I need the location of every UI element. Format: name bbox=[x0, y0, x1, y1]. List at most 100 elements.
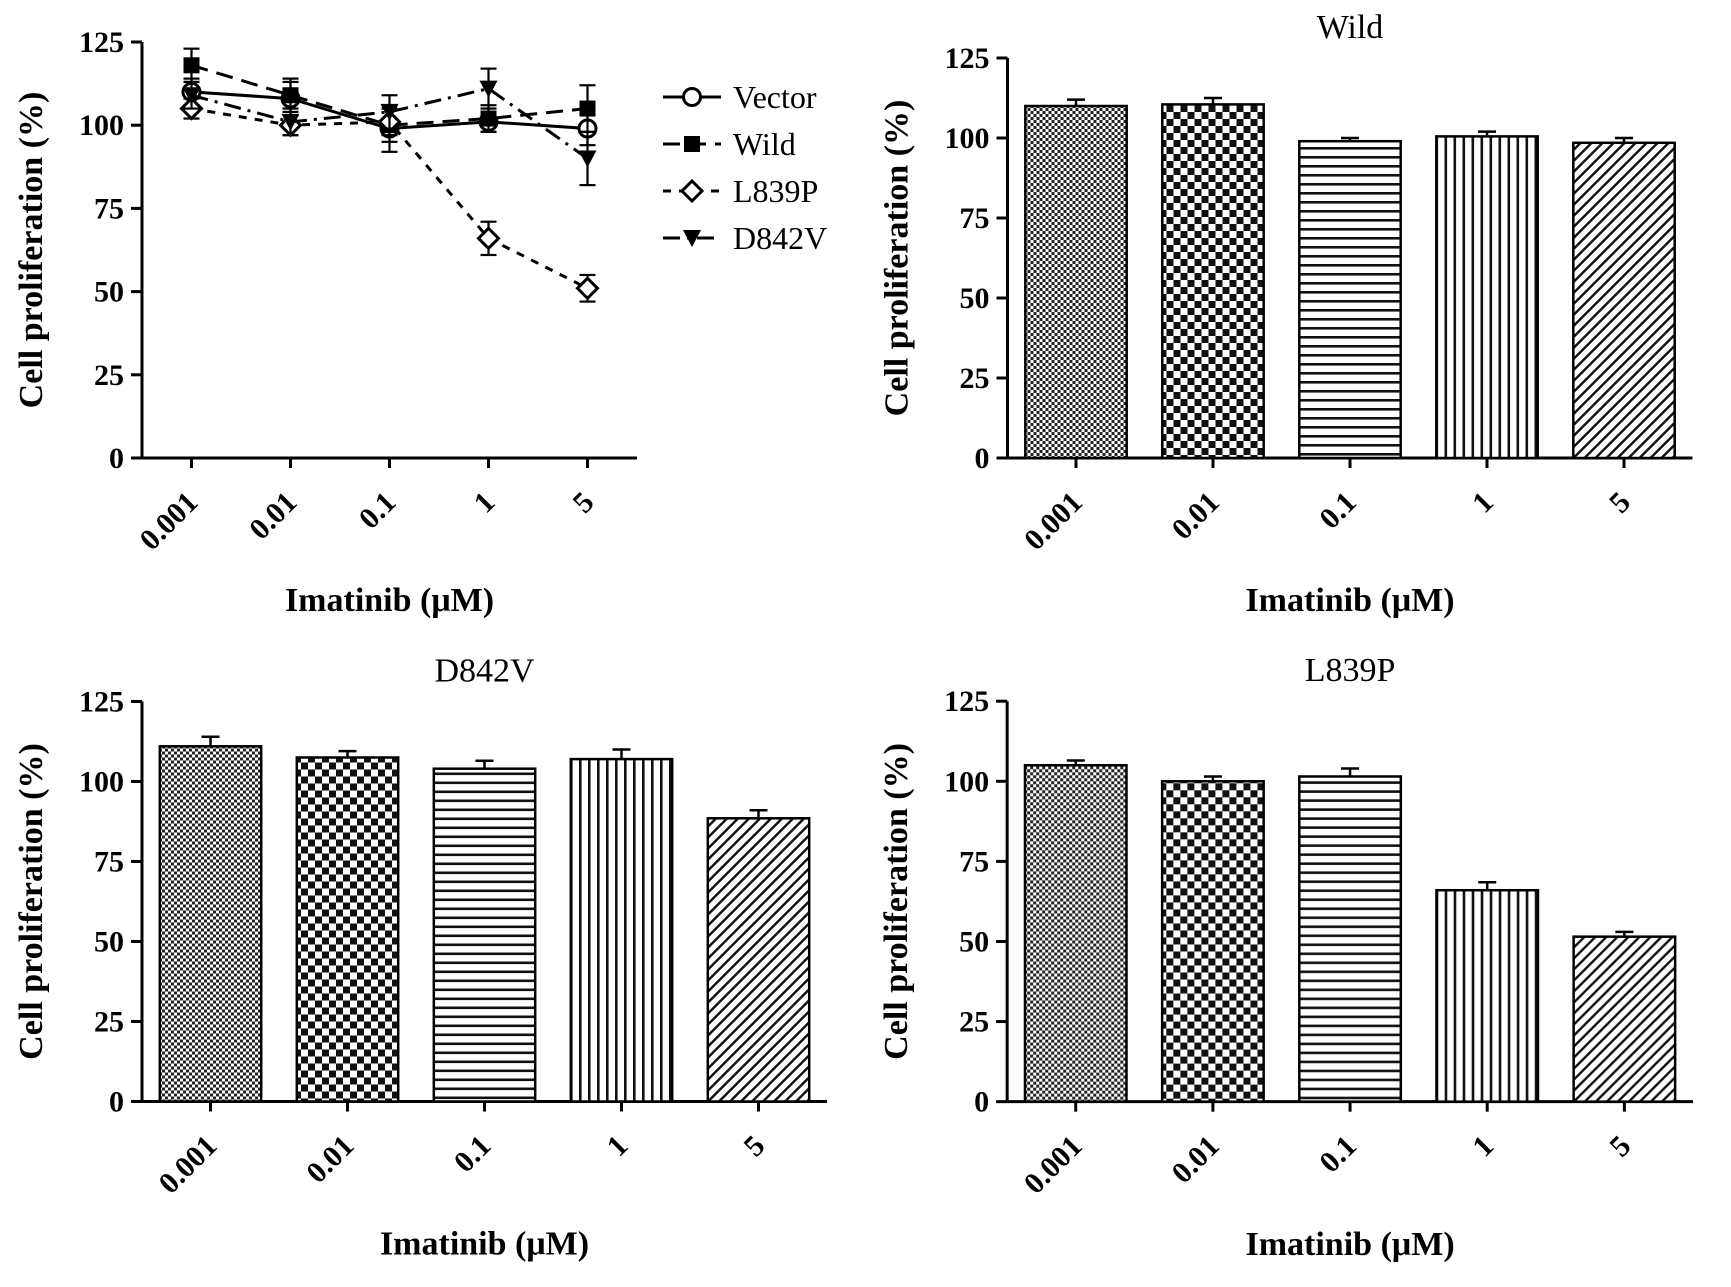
y-tick-label: 25 bbox=[959, 1006, 989, 1039]
marker-square-filled bbox=[282, 87, 299, 104]
x-axis-label: Imatinib (μM) bbox=[1245, 1226, 1454, 1263]
legend-entry-Vector: Vector bbox=[663, 79, 817, 115]
x-axis-label: Imatinib (μM) bbox=[285, 582, 494, 619]
y-axis-label: Cell proliferation (%) bbox=[13, 92, 50, 409]
panel-line-chart: 0 25 50 75 100 125 0.001 0.01 0.1 1 5 Imatinib (μM)… bbox=[0, 0, 865, 643]
legend-label: Vector bbox=[733, 79, 817, 115]
bar-wild-0.01 bbox=[1161, 103, 1265, 460]
series-line-Wild bbox=[191, 63, 588, 127]
marker-diamond-open bbox=[679, 178, 705, 204]
y-axis-label: Cell proliferation (%) bbox=[879, 100, 916, 417]
x-tick-label: 5 bbox=[1603, 486, 1637, 520]
bar-d842v-0.1 bbox=[432, 767, 537, 1103]
bar-d842v-5 bbox=[706, 817, 811, 1103]
bar-chart-l839p: 0 25 50 75 100 125 0.001 0.01 0.1 1 5 Imatinib (μM)… bbox=[878, 652, 1693, 1263]
y-tick-label: 75 bbox=[94, 846, 124, 879]
y-tick-label: 125 bbox=[945, 42, 990, 75]
marker-triangle-down-filled bbox=[683, 230, 701, 247]
y-tick-label: 0 bbox=[109, 1086, 124, 1119]
chart-body-d842v: 0 25 50 75 100 125 0.001 0.01 0.1 1 5 Imatinib (μM)… bbox=[13, 653, 827, 1263]
legend-label: Wild bbox=[733, 126, 796, 162]
y-tick-label: 100 bbox=[79, 766, 124, 799]
marker-square-filled bbox=[480, 110, 497, 127]
chart-body-l839p: 0 25 50 75 100 125 0.001 0.01 0.1 1 5 Imatinib (μM)… bbox=[878, 652, 1693, 1263]
legend-label: L839P bbox=[733, 173, 818, 209]
marker-square-filled bbox=[183, 57, 200, 74]
marker-square-filled bbox=[684, 136, 700, 152]
y-tick-label: 75 bbox=[959, 845, 989, 878]
bar-d842v-1 bbox=[569, 757, 674, 1103]
chart-body-wild: 0 25 50 75 100 125 0.001 0.01 0.1 1 5 Imatinib (μM)… bbox=[879, 9, 1693, 619]
bar-l839p-0.1 bbox=[1298, 775, 1403, 1103]
y-axis-label: Cell proliferation (%) bbox=[878, 743, 915, 1060]
chart-title: L839P bbox=[1305, 652, 1396, 689]
x-tick-label: 5 bbox=[738, 1129, 772, 1163]
marker-diamond-open bbox=[476, 226, 501, 251]
x-tick-label: 1 bbox=[1466, 1129, 1500, 1163]
y-tick-label: 0 bbox=[109, 442, 124, 475]
x-tick-label: 0.001 bbox=[1018, 1129, 1089, 1200]
x-tick-label: 1 bbox=[1466, 486, 1500, 520]
panel-bar-chart-wild: 0 25 50 75 100 125 0.001 0.01 0.1 1 5 Imatinib (μM)… bbox=[865, 0, 1731, 643]
legend-entry-L839P: L839P bbox=[663, 173, 818, 209]
marker-triangle-down-filled bbox=[578, 150, 597, 168]
bar-wild-1 bbox=[1435, 135, 1539, 460]
x-tick-label: 1 bbox=[601, 1129, 635, 1163]
x-tick-label: 0.1 bbox=[353, 486, 403, 536]
bar-l839p-0.01 bbox=[1160, 780, 1265, 1103]
x-tick-label: 5 bbox=[1603, 1129, 1637, 1163]
x-tick-label: 0.1 bbox=[448, 1129, 498, 1179]
y-axis-label: Cell proliferation (%) bbox=[13, 743, 50, 1060]
x-tick-label: 1 bbox=[468, 486, 502, 520]
y-tick-label: 50 bbox=[94, 926, 124, 959]
y-tick-label: 25 bbox=[94, 359, 124, 392]
y-tick-label: 125 bbox=[944, 685, 989, 718]
legend-entry-D842V: D842V bbox=[663, 220, 827, 256]
bar-d842v-0.01 bbox=[295, 756, 400, 1103]
panel-bar-chart-l839p: 0 25 50 75 100 125 0.001 0.01 0.1 1 5 Imatinib (μM)… bbox=[865, 643, 1731, 1287]
x-tick-label: 0.01 bbox=[300, 1129, 360, 1189]
x-tick-label: 0.01 bbox=[243, 486, 303, 546]
y-tick-label: 75 bbox=[960, 202, 990, 235]
y-tick-label: 0 bbox=[975, 442, 990, 475]
marker-triangle-down-filled bbox=[380, 103, 399, 121]
bar-chart-d842v: 0 25 50 75 100 125 0.001 0.01 0.1 1 5 Imatinib (μM)… bbox=[13, 653, 827, 1263]
y-tick-label: 25 bbox=[960, 362, 990, 395]
bar-chart-wild: 0 25 50 75 100 125 0.001 0.01 0.1 1 5 Imatinib (μM)… bbox=[879, 9, 1693, 619]
y-tick-label: 75 bbox=[94, 192, 124, 225]
y-tick-label: 25 bbox=[94, 1006, 124, 1039]
bar-d842v-0.001 bbox=[158, 745, 263, 1103]
marker-circle-open bbox=[682, 87, 702, 107]
chart-title: Wild bbox=[1317, 9, 1384, 46]
x-tick-label: 0.01 bbox=[1165, 1129, 1225, 1189]
y-tick-label: 125 bbox=[79, 686, 124, 719]
bar-l839p-5 bbox=[1572, 935, 1677, 1103]
chart-body-line: 0 25 50 75 100 125 0.001 0.01 0.1 1 5 Imatinib (μM)… bbox=[13, 26, 827, 619]
bar-l839p-0.001 bbox=[1023, 764, 1128, 1103]
y-tick-label: 100 bbox=[945, 122, 990, 155]
y-tick-label: 100 bbox=[944, 765, 989, 798]
legend-entry-Wild: Wild bbox=[663, 126, 796, 162]
marker-triangle-down-filled bbox=[479, 80, 498, 98]
x-axis-label: Imatinib (μM) bbox=[380, 1226, 589, 1263]
x-axis-label: Imatinib (μM) bbox=[1245, 582, 1454, 619]
marker-triangle-down-filled bbox=[182, 87, 201, 105]
x-tick-label: 0.001 bbox=[1018, 486, 1089, 557]
bar-wild-0.001 bbox=[1024, 104, 1128, 460]
y-tick-label: 0 bbox=[974, 1086, 989, 1119]
x-tick-label: 5 bbox=[567, 486, 601, 520]
x-tick-label: 0.001 bbox=[152, 1129, 223, 1200]
y-tick-label: 50 bbox=[959, 925, 989, 958]
bar-l839p-1 bbox=[1435, 888, 1540, 1103]
legend-label: D842V bbox=[733, 220, 827, 256]
series-line-D842V bbox=[191, 86, 589, 160]
marker-triangle-down-filled bbox=[281, 113, 300, 131]
marker-diamond-open bbox=[575, 276, 600, 301]
x-tick-label: 0.001 bbox=[133, 486, 204, 557]
chart-title: D842V bbox=[434, 653, 535, 690]
panel-bar-chart-d842v: 0 25 50 75 100 125 0.001 0.01 0.1 1 5 Imatinib (μM)… bbox=[0, 643, 865, 1287]
x-tick-label: 0.1 bbox=[1313, 1129, 1363, 1179]
y-tick-label: 100 bbox=[79, 109, 124, 142]
line-chart: 0 25 50 75 100 125 0.001 0.01 0.1 1 5 Imatinib (μM)… bbox=[13, 26, 827, 619]
y-tick-label: 125 bbox=[79, 26, 124, 59]
